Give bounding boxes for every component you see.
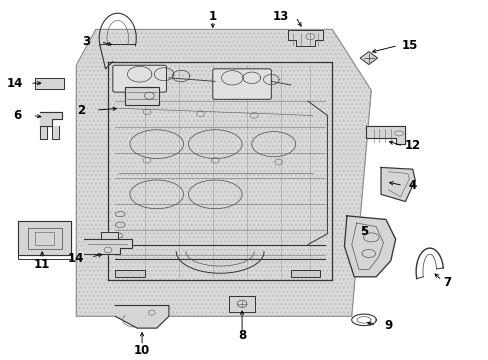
Polygon shape — [40, 126, 47, 139]
Polygon shape — [125, 87, 159, 105]
Polygon shape — [52, 126, 59, 139]
FancyBboxPatch shape — [113, 65, 166, 92]
Text: 13: 13 — [272, 10, 288, 23]
Text: 1: 1 — [208, 10, 216, 23]
Text: 8: 8 — [238, 329, 245, 342]
Polygon shape — [76, 30, 370, 316]
Polygon shape — [101, 232, 118, 239]
FancyBboxPatch shape — [228, 296, 255, 312]
Polygon shape — [344, 216, 395, 277]
Polygon shape — [380, 167, 414, 202]
Text: 6: 6 — [14, 109, 22, 122]
Polygon shape — [359, 51, 377, 64]
Polygon shape — [83, 239, 132, 253]
Text: 14: 14 — [68, 252, 84, 265]
Polygon shape — [115, 270, 144, 277]
Polygon shape — [18, 221, 71, 255]
Polygon shape — [288, 31, 322, 45]
Text: 7: 7 — [442, 276, 450, 289]
Text: 12: 12 — [404, 139, 420, 152]
Text: 2: 2 — [77, 104, 85, 117]
Text: 15: 15 — [401, 39, 418, 52]
Polygon shape — [290, 270, 320, 277]
Text: 5: 5 — [359, 225, 367, 238]
Polygon shape — [40, 112, 61, 126]
Text: 10: 10 — [134, 344, 150, 357]
Text: 9: 9 — [384, 319, 392, 332]
Polygon shape — [366, 126, 405, 144]
FancyBboxPatch shape — [212, 69, 271, 99]
Text: 3: 3 — [82, 35, 90, 49]
Text: 11: 11 — [34, 258, 50, 271]
Text: 14: 14 — [7, 77, 23, 90]
Text: 4: 4 — [408, 179, 416, 192]
Polygon shape — [115, 306, 168, 328]
Polygon shape — [35, 78, 64, 89]
